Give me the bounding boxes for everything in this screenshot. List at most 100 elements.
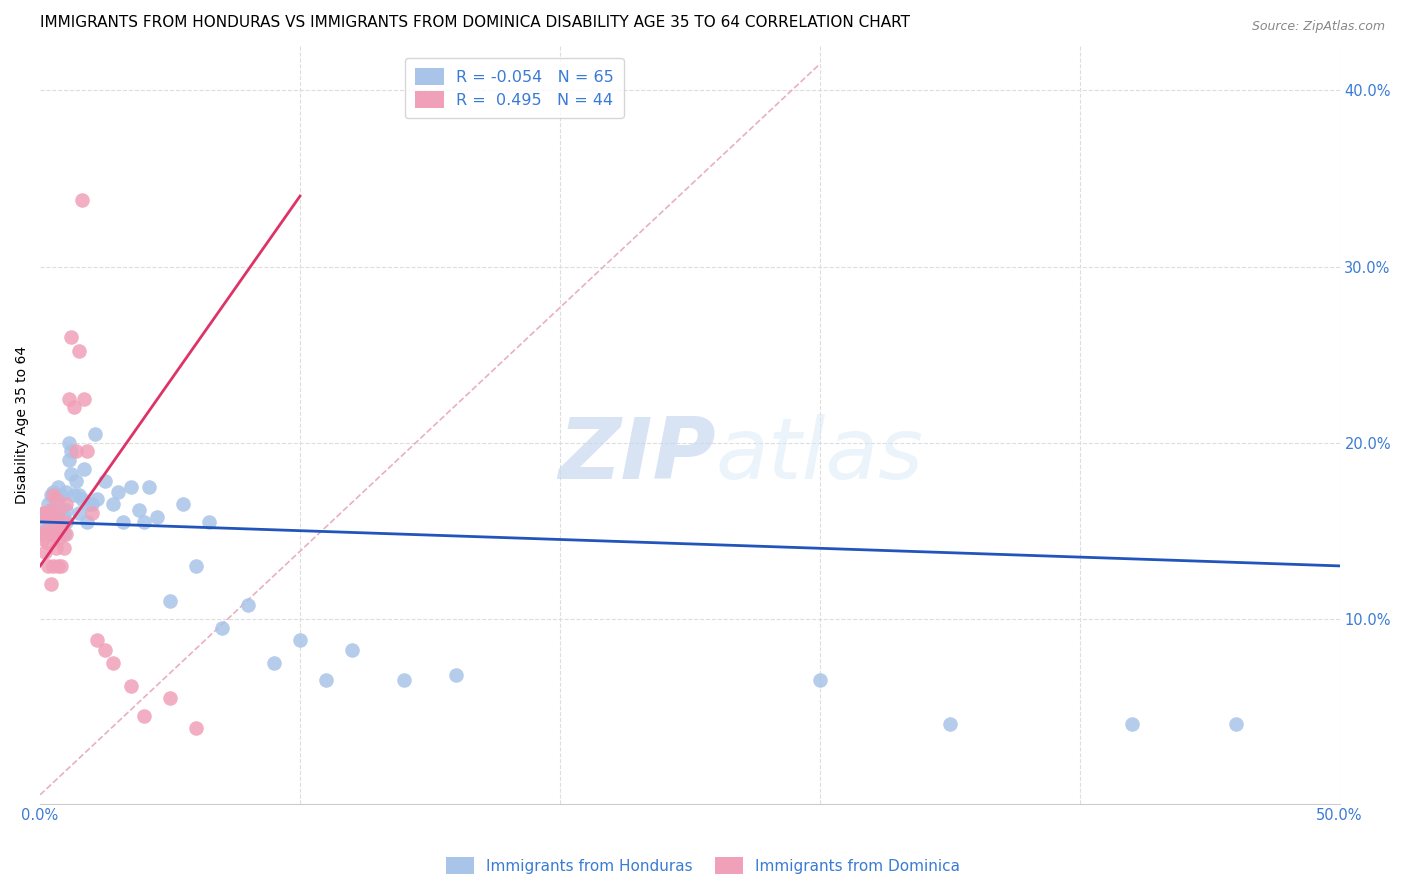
Point xyxy=(132,708,155,723)
Point xyxy=(65,475,87,489)
Point xyxy=(55,497,77,511)
Point xyxy=(120,480,142,494)
Point xyxy=(263,656,285,670)
Point xyxy=(288,632,311,647)
Point xyxy=(45,527,67,541)
Point xyxy=(42,558,65,573)
Point xyxy=(37,520,59,534)
Point xyxy=(94,475,117,489)
Point xyxy=(101,497,124,511)
Point xyxy=(112,515,135,529)
Point xyxy=(60,467,83,482)
Point xyxy=(86,632,108,647)
Point xyxy=(808,673,831,688)
Point xyxy=(46,491,69,506)
Point xyxy=(49,502,72,516)
Point xyxy=(55,515,77,529)
Point xyxy=(55,527,77,541)
Legend: Immigrants from Honduras, Immigrants from Dominica: Immigrants from Honduras, Immigrants fro… xyxy=(440,851,966,880)
Point xyxy=(198,515,221,529)
Point xyxy=(34,524,56,538)
Point xyxy=(46,558,69,573)
Text: IMMIGRANTS FROM HONDURAS VS IMMIGRANTS FROM DOMINICA DISABILITY AGE 35 TO 64 COR: IMMIGRANTS FROM HONDURAS VS IMMIGRANTS F… xyxy=(41,15,910,30)
Point xyxy=(37,558,59,573)
Point xyxy=(101,656,124,670)
Point xyxy=(63,488,86,502)
Point xyxy=(1225,717,1247,731)
Point xyxy=(31,533,53,547)
Point xyxy=(73,392,96,406)
Point xyxy=(52,515,75,529)
Point xyxy=(67,344,90,359)
Point xyxy=(49,558,72,573)
Point xyxy=(80,497,103,511)
Point xyxy=(45,541,67,556)
Point xyxy=(138,480,160,494)
Point xyxy=(45,509,67,524)
Point xyxy=(31,515,53,529)
Point xyxy=(70,491,93,506)
Point xyxy=(42,485,65,500)
Point xyxy=(76,515,98,529)
Point xyxy=(184,721,207,735)
Point xyxy=(107,485,129,500)
Point xyxy=(80,506,103,520)
Point xyxy=(60,330,83,344)
Point xyxy=(73,462,96,476)
Point xyxy=(34,545,56,559)
Point xyxy=(42,509,65,524)
Point xyxy=(76,444,98,458)
Point xyxy=(37,536,59,550)
Point xyxy=(236,598,259,612)
Point xyxy=(39,527,62,541)
Point xyxy=(39,527,62,541)
Point xyxy=(42,527,65,541)
Point xyxy=(39,502,62,516)
Point xyxy=(1121,717,1143,731)
Point xyxy=(45,497,67,511)
Point xyxy=(83,426,105,441)
Point xyxy=(42,500,65,515)
Point xyxy=(39,576,62,591)
Point xyxy=(159,690,181,705)
Point xyxy=(49,520,72,534)
Point xyxy=(34,527,56,541)
Point xyxy=(30,527,52,541)
Point xyxy=(184,558,207,573)
Point xyxy=(79,497,101,511)
Y-axis label: Disability Age 35 to 64: Disability Age 35 to 64 xyxy=(15,346,30,504)
Point xyxy=(315,673,337,688)
Point xyxy=(63,401,86,415)
Point xyxy=(211,621,233,635)
Point xyxy=(86,491,108,506)
Point xyxy=(172,497,194,511)
Point xyxy=(42,488,65,502)
Point xyxy=(31,506,53,520)
Point xyxy=(340,643,363,657)
Point xyxy=(120,679,142,693)
Point xyxy=(46,533,69,547)
Point xyxy=(58,392,80,406)
Point xyxy=(70,193,93,207)
Point xyxy=(132,515,155,529)
Point xyxy=(392,673,415,688)
Point xyxy=(46,480,69,494)
Point xyxy=(444,668,467,682)
Legend: R = -0.054   N = 65, R =  0.495   N = 44: R = -0.054 N = 65, R = 0.495 N = 44 xyxy=(405,58,624,118)
Point xyxy=(60,444,83,458)
Text: atlas: atlas xyxy=(716,414,924,497)
Point xyxy=(55,502,77,516)
Point xyxy=(42,515,65,529)
Point xyxy=(52,541,75,556)
Point xyxy=(39,488,62,502)
Point xyxy=(34,506,56,520)
Point xyxy=(37,497,59,511)
Point xyxy=(46,515,69,529)
Point xyxy=(39,502,62,516)
Point xyxy=(94,643,117,657)
Point xyxy=(67,506,90,520)
Point xyxy=(55,485,77,500)
Point xyxy=(67,488,90,502)
Point xyxy=(46,506,69,520)
Point xyxy=(45,491,67,506)
